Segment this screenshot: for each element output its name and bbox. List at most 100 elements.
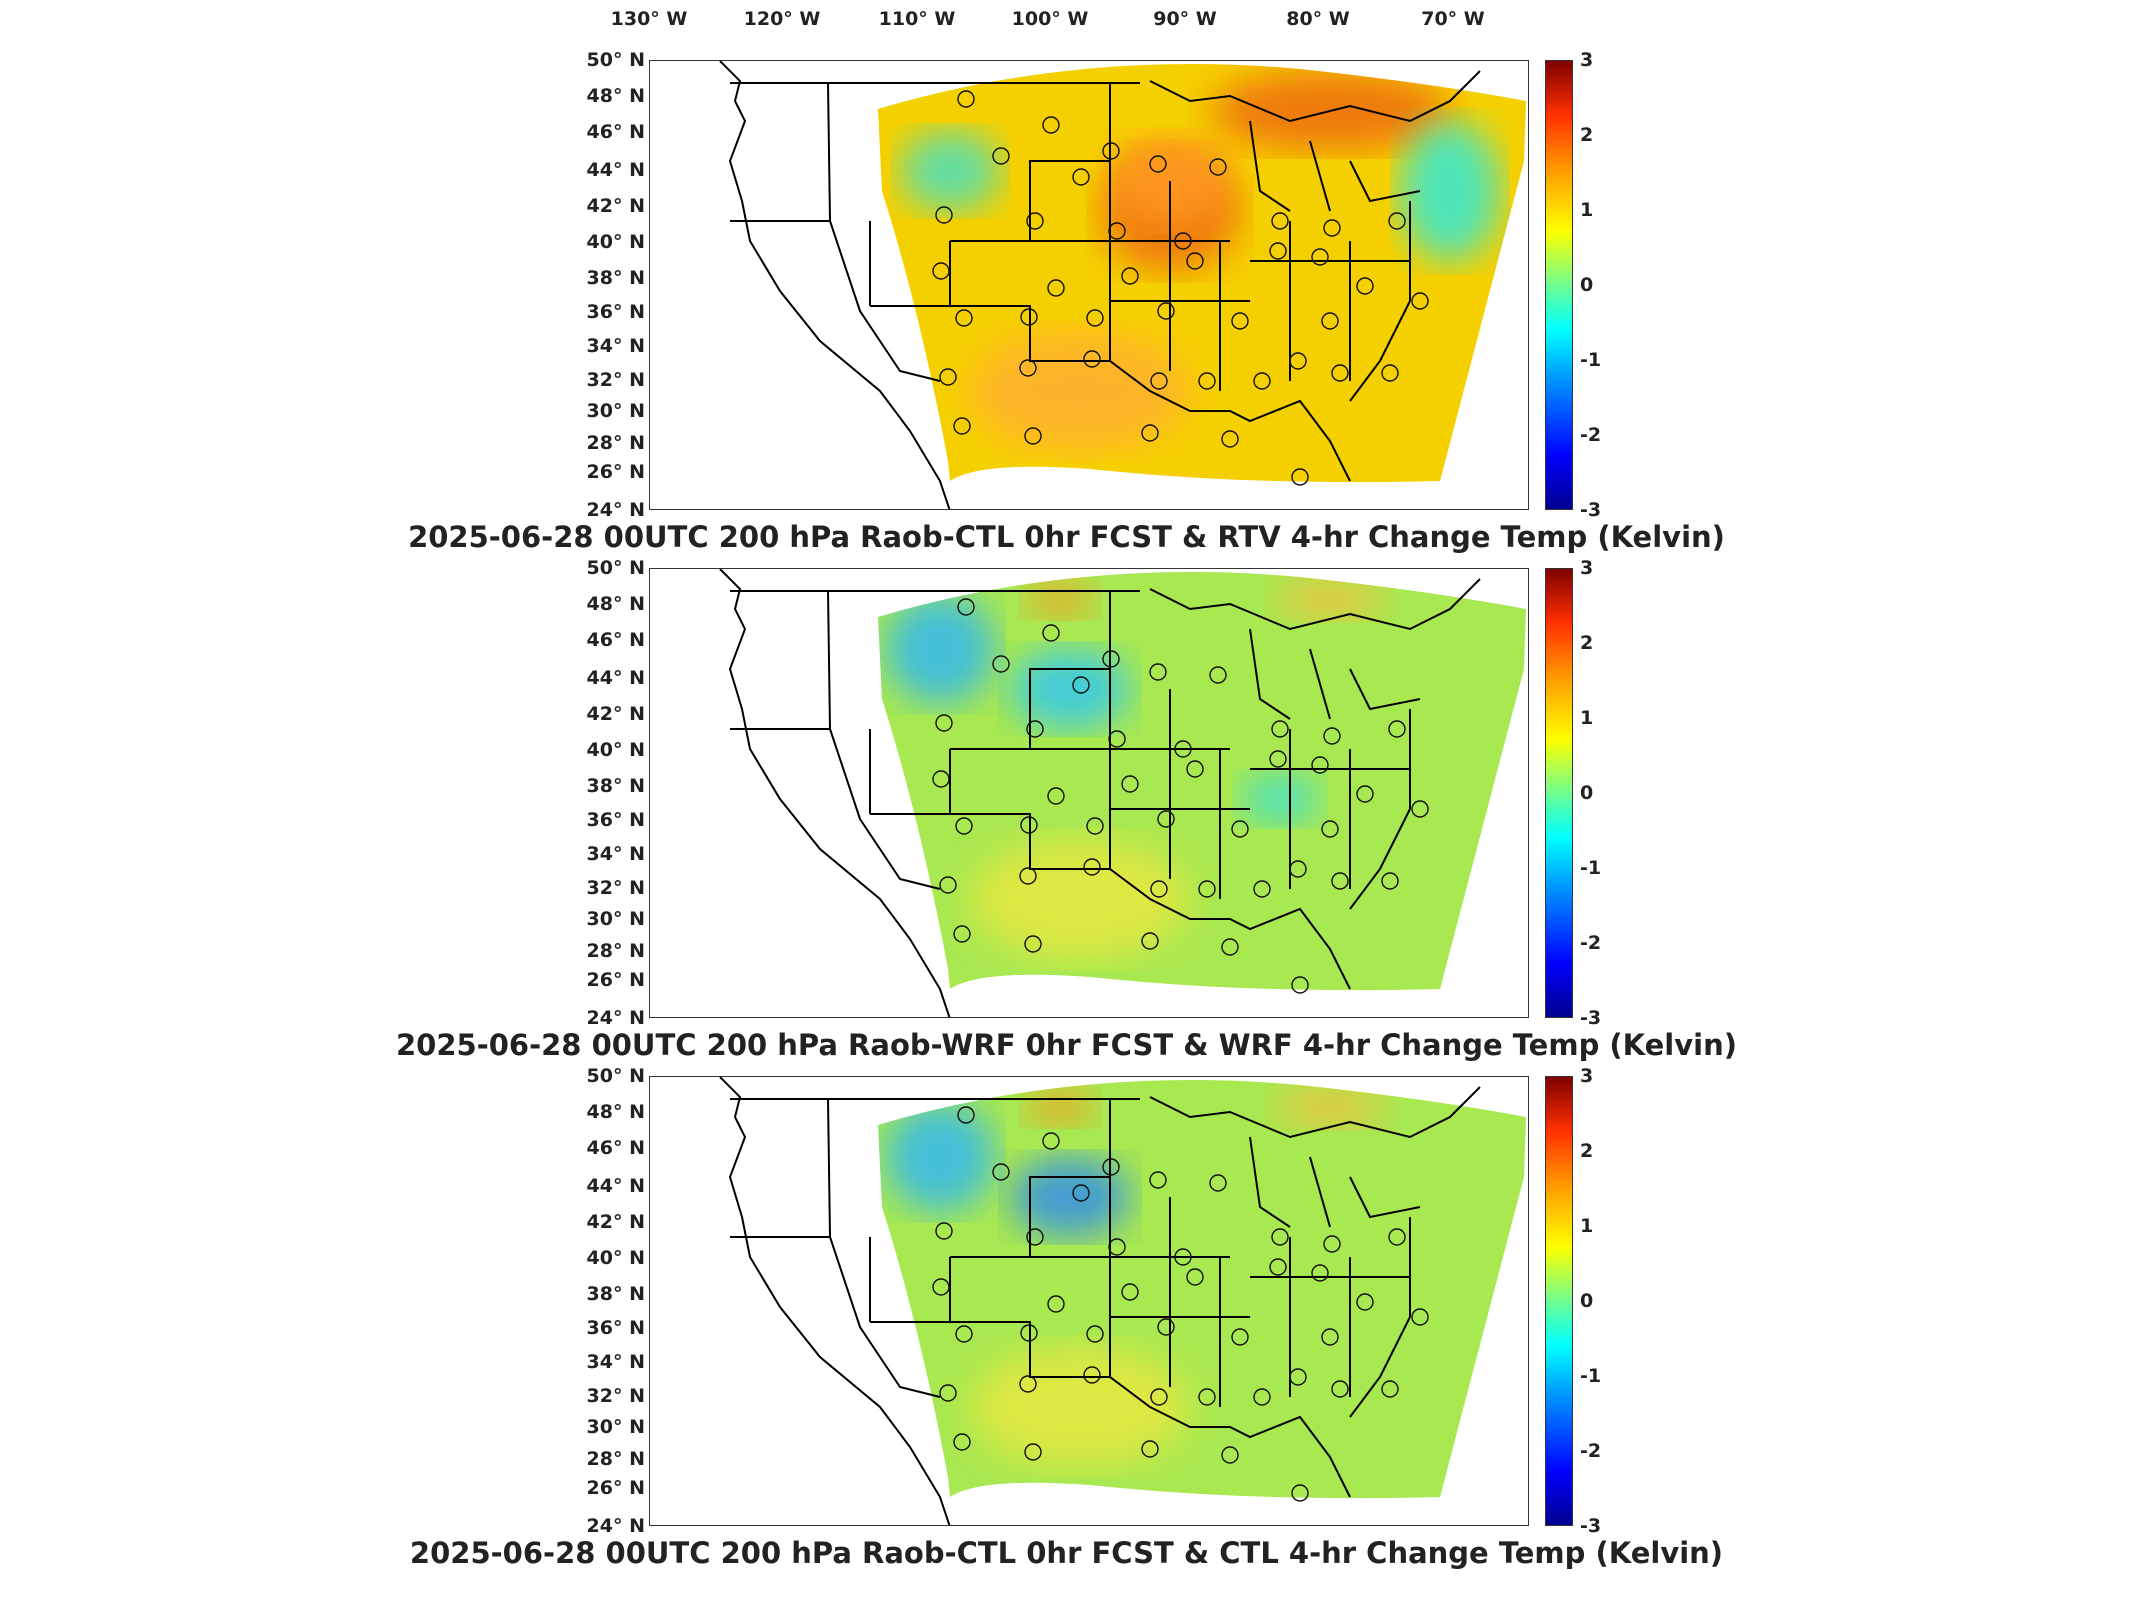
raob-station-marker — [1323, 727, 1341, 745]
lat-label: 26° N — [586, 968, 645, 991]
raob-station-marker — [1174, 1248, 1192, 1266]
raob-station-marker — [953, 1433, 971, 1451]
raob-station-marker — [1026, 1228, 1044, 1246]
anomaly-patch — [1275, 579, 1385, 619]
raob-station-marker — [1221, 1446, 1239, 1464]
lat-label: 28° N — [586, 431, 645, 454]
lat-label: 28° N — [586, 1447, 645, 1470]
raob-station-marker — [1209, 666, 1227, 684]
raob-station-marker — [1289, 860, 1307, 878]
colorbar-axis: 3 2 1 0 -1 -2 -3 — [1580, 557, 1620, 1029]
raob-station-marker — [1311, 248, 1329, 266]
lat-label: 32° N — [586, 1384, 645, 1407]
raob-station-marker — [1042, 116, 1060, 134]
raob-station-marker — [1269, 750, 1287, 768]
raob-station-marker — [992, 1163, 1010, 1181]
lat-label: 34° N — [586, 1350, 645, 1373]
colorbar-tick-label: 3 — [1580, 49, 1594, 71]
map-panel-1: 50° N 48° N 46° N 44° N 42° N 40° N 38° N 36° N… — [0, 49, 2133, 560]
raob-station-marker — [992, 147, 1010, 165]
raob-station-marker — [1253, 880, 1271, 898]
raob-station-marker — [1289, 352, 1307, 370]
raob-station-marker — [1024, 427, 1042, 445]
lat-label: 24° N — [586, 1515, 645, 1537]
raob-station-marker — [1047, 787, 1065, 805]
colorbar-tick-label: -1 — [1580, 857, 1602, 879]
raob-station-marker — [1020, 1324, 1038, 1342]
anomaly-patch — [900, 131, 1000, 211]
raob-station-marker — [1411, 292, 1429, 310]
raob-station-marker — [1209, 158, 1227, 176]
raob-station-marker — [1121, 267, 1139, 285]
colorbar-tick-label: 1 — [1580, 707, 1594, 729]
raob-station-marker — [1072, 1184, 1090, 1202]
raob-station-marker — [1356, 785, 1374, 803]
raob-station-marker — [939, 368, 957, 386]
raob-station-marker — [1042, 1132, 1060, 1150]
latitude-axis: 50° N 48° N 46° N 44° N 42° N 40° N 38° N 36° N… — [560, 557, 645, 1029]
lat-label: 46° N — [586, 629, 645, 651]
lat-label: 38° N — [586, 267, 645, 290]
lat-label: 24° N — [586, 1007, 645, 1029]
boundary-line — [1149, 578, 1481, 720]
raob-station-marker — [939, 876, 957, 894]
raob-station-marker — [1108, 1238, 1126, 1256]
raob-station-marker — [1157, 810, 1175, 828]
colorbar-tick-label: 2 — [1580, 124, 1594, 146]
anomaly-patch — [970, 331, 1190, 451]
boundary-line — [730, 1098, 1140, 1398]
map-area — [649, 60, 1529, 510]
lat-label: 50° N — [586, 1065, 645, 1087]
raob-station-marker — [1411, 1308, 1429, 1326]
lat-label: 28° N — [586, 939, 645, 962]
panel-title: 2025-06-28 00UTC 200 hPa Raob-CTL 0hr FC… — [408, 520, 1725, 554]
raob-station-marker — [1026, 212, 1044, 230]
raob-station-marker — [1141, 1440, 1159, 1458]
latitude-axis: 50° N 48° N 46° N 44° N 42° N 40° N 38° N 36° N… — [560, 1065, 645, 1537]
boundary-line — [719, 61, 951, 509]
raob-station-marker — [957, 90, 975, 108]
raob-station-marker — [1323, 219, 1341, 237]
raob-station-marker — [1157, 302, 1175, 320]
colorbar-tick-label: 0 — [1580, 1290, 1594, 1312]
boundary-line — [1109, 808, 1411, 990]
raob-station-marker — [1083, 1366, 1101, 1384]
raob-station-marker — [1186, 252, 1204, 270]
raob-station-marker — [1024, 1443, 1042, 1461]
colorbar-tick-label: 0 — [1580, 274, 1594, 296]
anomaly-patch — [1010, 1157, 1130, 1237]
raob-station-marker — [1269, 242, 1287, 260]
lat-label: 32° N — [586, 876, 645, 899]
lon-label-70w: 70° W — [1421, 8, 1485, 30]
raob-station-marker — [1020, 308, 1038, 326]
raob-station-marker — [1311, 756, 1329, 774]
raob-station-marker — [1271, 212, 1289, 230]
boundary-line — [1030, 689, 1411, 899]
raob-station-marker — [1121, 1283, 1139, 1301]
boundary-line — [1030, 181, 1411, 391]
colorbar-tick-label: 1 — [1580, 1215, 1594, 1237]
raob-station-marker — [992, 655, 1010, 673]
boundary-line — [1109, 300, 1411, 482]
lat-label: 30° N — [586, 1416, 645, 1438]
raob-station-marker — [1321, 820, 1339, 838]
raob-station-marker — [1356, 277, 1374, 295]
raob-station-marker — [1083, 350, 1101, 368]
raob-station-marker — [1102, 142, 1120, 160]
lat-label: 46° N — [586, 1137, 645, 1159]
raob-station-marker — [935, 1222, 953, 1240]
raob-station-marker — [1198, 880, 1216, 898]
raob-station-marker — [1047, 1295, 1065, 1313]
raob-station-marker — [1209, 1174, 1227, 1192]
colorbar-axis: 3 2 1 0 -1 -2 -3 — [1580, 49, 1620, 521]
raob-station-marker — [1198, 1388, 1216, 1406]
lat-label: 48° N — [586, 593, 645, 615]
raob-station-marker — [1221, 938, 1239, 956]
raob-station-marker — [957, 598, 975, 616]
colorbar-tick-label: 2 — [1580, 1140, 1594, 1162]
map-panel-2: 50° N 48° N 46° N 44° N 42° N 40° N 38° N 36° N… — [0, 557, 2133, 1068]
map-area — [649, 1076, 1529, 1526]
lat-label: 26° N — [586, 460, 645, 483]
colorbar — [1545, 60, 1573, 510]
anomaly-patch — [885, 1102, 995, 1212]
